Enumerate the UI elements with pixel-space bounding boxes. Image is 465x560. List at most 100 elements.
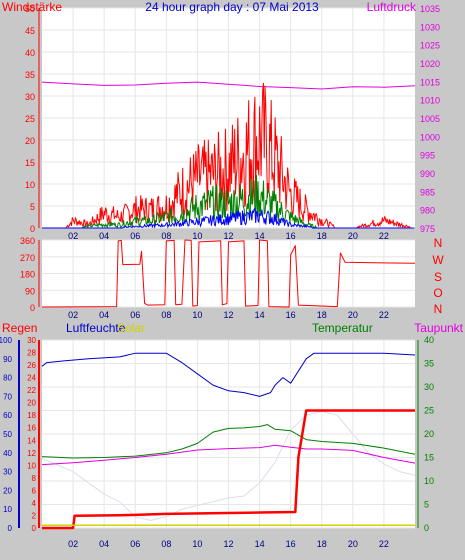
solar-label: Solar (117, 321, 145, 335)
wind-tick-label: 35 (25, 70, 35, 80)
direction-line (41, 239, 416, 308)
climate-x-tick-label: 16 (286, 539, 296, 549)
compass-label: N (434, 302, 443, 316)
pressure-tick-label: 985 (420, 187, 435, 197)
wind-pressure-chart: 24 hour graph day : 07 Mai 2013 Windstär… (2, 0, 440, 241)
direction-tick-label: 90 (25, 286, 35, 296)
pressure-y-ticks: 975 980 985 990 995 1000 1005 1010 1015 1020 1025 1… (420, 4, 440, 234)
climate-x-ticks: 02 04 06 08 10 12 14 16 18 20 22 (68, 539, 389, 549)
rain-tick-label: 90 (3, 355, 12, 364)
wind-x-tick-label: 10 (192, 231, 202, 241)
direction-x-tick-label: 16 (286, 310, 296, 320)
pressure-tick-label: 975 (420, 224, 435, 234)
pressure-tick-label: 1010 (420, 96, 440, 106)
direction-x-tick-label: 10 (192, 310, 202, 320)
humidity-tick-label: 2 (32, 511, 37, 520)
pressure-tick-label: 1005 (420, 114, 440, 124)
wind-tick-label: 15 (25, 158, 35, 168)
direction-tick-label: 0 (30, 303, 35, 313)
temperature-y-ticks: 0 5 10 15 20 25 30 35 40 (417, 335, 434, 533)
wind-x-ticks: 02 04 06 08 10 12 14 16 18 20 22 (68, 231, 389, 241)
humidity-tick-label: 30 (27, 336, 36, 345)
rain-y-ticks: 0 10 20 30 40 50 60 70 80 90 100 (0, 336, 20, 533)
direction-x-tick-label: 06 (130, 310, 140, 320)
direction-grid (42, 239, 415, 308)
rain-tick-label: 30 (3, 468, 12, 477)
temperature-tick-label: 20 (424, 429, 434, 439)
rain-tick-label: 20 (3, 486, 12, 495)
humidity-tick-label: 22 (27, 386, 36, 395)
pressure-tick-label: 1020 (420, 59, 440, 69)
rain-tick-label: 40 (3, 449, 12, 458)
temperature-tick-label: 15 (424, 453, 434, 463)
pressure-tick-label: 980 (420, 206, 435, 216)
rain-tick-label: 60 (3, 411, 12, 420)
wind-x-tick-label: 04 (99, 231, 109, 241)
wind-x-tick-label: 18 (317, 231, 327, 241)
direction-tick-label: 180 (20, 270, 35, 280)
humidity-tick-label: 20 (27, 399, 36, 408)
wind-x-tick-label: 22 (379, 231, 389, 241)
wind-y-ticks: 0 5 10 15 20 25 30 35 40 45 50 (25, 4, 40, 234)
direction-x-tick-label: 18 (317, 310, 327, 320)
temperature-tick-label: 30 (424, 382, 434, 392)
humidity-tick-label: 8 (32, 474, 37, 483)
compass-label: S (434, 270, 442, 284)
direction-x-tick-label: 12 (223, 310, 233, 320)
direction-tick-label: 360 (20, 236, 35, 246)
wind-tick-label: 50 (25, 4, 35, 14)
pressure-tick-label: 1030 (420, 22, 440, 32)
dewpoint-label: Taupunkt (414, 321, 463, 335)
direction-x-tick-label: 02 (68, 310, 78, 320)
temperature-tick-label: 40 (424, 335, 434, 345)
pressure-tick-label: 1015 (420, 77, 440, 87)
wind-x-tick-label: 14 (255, 231, 265, 241)
climate-x-tick-label: 06 (130, 539, 140, 549)
humidity-tick-label: 28 (27, 349, 36, 358)
direction-y-ticks: 0 90 180 270 360 (20, 236, 40, 313)
wind-x-tick-label: 12 (223, 231, 233, 241)
wind-tick-label: 0 (30, 224, 35, 234)
extra-line (41, 410, 416, 521)
dewpoint-line (41, 444, 416, 466)
wind-x-tick-label: 08 (161, 231, 171, 241)
temperature-label: Temperatur (312, 321, 373, 335)
climate-x-tick-label: 20 (348, 539, 358, 549)
humidity-tick-label: 16 (27, 424, 36, 433)
pressure-tick-label: 990 (420, 169, 435, 179)
climate-x-tick-label: 04 (99, 539, 109, 549)
rain-tick-label: 100 (0, 336, 13, 345)
pressure-tick-label: 1035 (420, 4, 440, 14)
wind-series (41, 81, 416, 229)
temperature-tick-label: 35 (424, 359, 434, 369)
wind-tick-label: 45 (25, 26, 35, 36)
chart-title: 24 hour graph day : 07 Mai 2013 (145, 0, 319, 14)
humidity-label: Luftfeuchte (66, 321, 126, 335)
wind-x-tick-label: 20 (348, 231, 358, 241)
rain-line (42, 409, 415, 530)
direction-x-tick-label: 08 (161, 310, 171, 320)
humidity-tick-label: 6 (32, 486, 37, 495)
rain-tick-label: 50 (3, 430, 12, 439)
wind-tick-label: 30 (25, 92, 35, 102)
wind-grid (42, 7, 415, 229)
wind-tick-label: 10 (25, 180, 35, 190)
humidity-tick-label: 0 (32, 524, 37, 533)
compass-label: W (432, 253, 444, 267)
humidity-line (41, 352, 416, 397)
wind-tick-label: 40 (25, 48, 35, 58)
humidity-tick-label: 18 (27, 411, 36, 420)
wind-x-tick-label: 16 (286, 231, 296, 241)
direction-x-ticks: 02 04 06 08 10 12 14 16 18 20 22 (68, 310, 389, 320)
pressure-tick-label: 995 (420, 151, 435, 161)
wind-tick-label: 5 (30, 202, 35, 212)
avg-wind-line (42, 207, 415, 229)
rain-tick-label: 70 (3, 392, 12, 401)
direction-x-tick-label: 04 (99, 310, 109, 320)
direction-tick-label: 270 (20, 253, 35, 263)
rain-tick-label: 0 (8, 524, 13, 533)
